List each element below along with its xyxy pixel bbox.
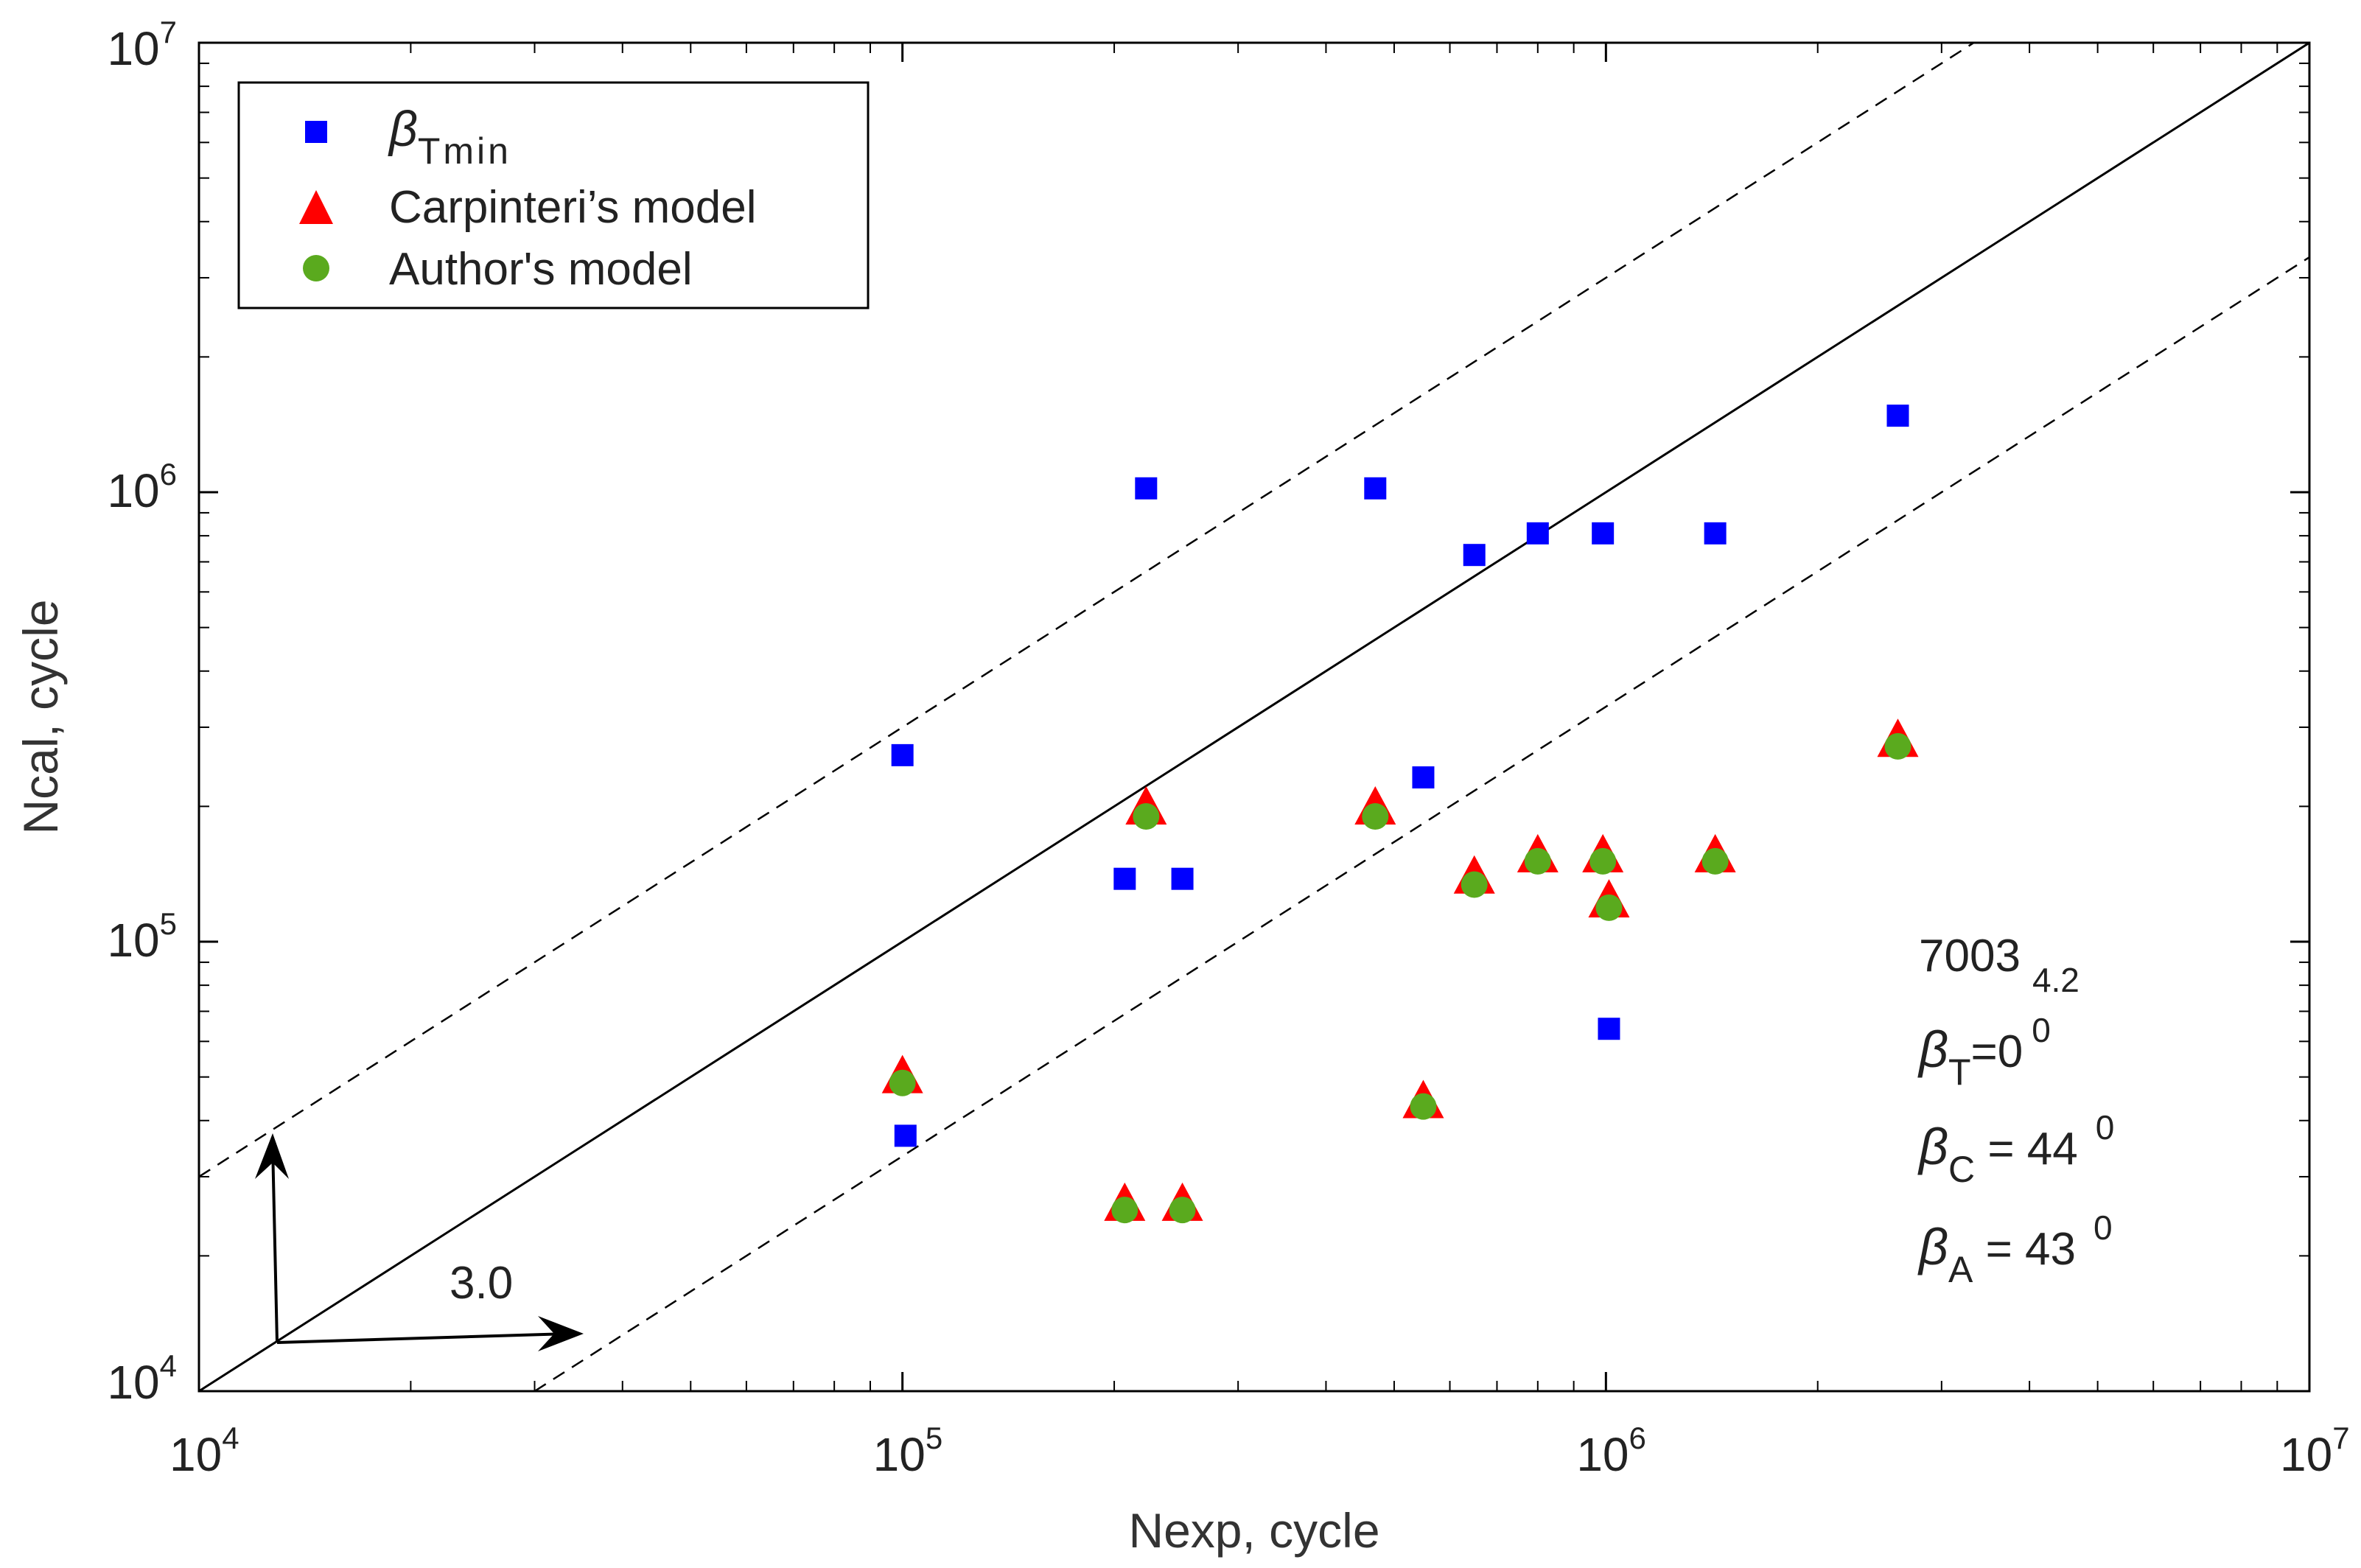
legend-label-author: Author's model bbox=[389, 244, 693, 295]
series-0 bbox=[891, 405, 1909, 1147]
y-axis-label: Ncal, cycle bbox=[13, 599, 68, 834]
data-point-circle bbox=[1111, 1197, 1138, 1224]
data-point-square bbox=[1364, 477, 1387, 500]
data-point-square bbox=[894, 1124, 917, 1147]
horizontal-arrow-shaft bbox=[276, 1332, 570, 1344]
data-point-square bbox=[891, 743, 914, 766]
lower-scatter-band-line bbox=[534, 256, 2310, 1393]
data-point-circle bbox=[889, 1069, 916, 1096]
y-tick-label: 105 bbox=[107, 906, 177, 967]
vertical-arrow-head bbox=[255, 1133, 289, 1179]
x-tick-label: 105 bbox=[873, 1421, 943, 1481]
data-point-circle bbox=[1595, 894, 1623, 921]
annotation-block: 7003 4.2 βT=0 0 βC = 44 0 βA = 43 0 bbox=[1917, 931, 2114, 1290]
legend-marker-author bbox=[303, 255, 329, 281]
data-points bbox=[881, 405, 1919, 1224]
data-point-circle bbox=[1362, 802, 1389, 830]
x-tick-label: 104 bbox=[169, 1421, 239, 1481]
data-point-square bbox=[1113, 867, 1136, 890]
legend: βTmin Carpinteri’s model Author's model bbox=[237, 81, 870, 309]
data-point-circle bbox=[1701, 847, 1729, 875]
minor-ticks bbox=[199, 43, 2309, 1391]
annotation-betaA: βA = 43 0 bbox=[1917, 1208, 2113, 1290]
plot-frame bbox=[197, 41, 2311, 1393]
series-2 bbox=[889, 732, 1911, 1224]
data-point-circle bbox=[1169, 1197, 1196, 1224]
data-point-circle bbox=[1589, 847, 1617, 875]
x-axis-label: Nexp, cycle bbox=[1128, 1503, 1379, 1558]
data-point-circle bbox=[1884, 732, 1911, 760]
legend-marker-betaTmin bbox=[305, 121, 327, 143]
annotation-betaC: βC = 44 0 bbox=[1917, 1108, 2114, 1190]
tick-labels: 104 104 105 105 106 106 107 107 bbox=[107, 15, 2349, 1481]
data-point-square bbox=[1171, 867, 1194, 890]
x-tick-label: 107 bbox=[2280, 1421, 2350, 1481]
perfect-agreement-line bbox=[198, 41, 2310, 1393]
data-point-circle bbox=[1524, 847, 1551, 875]
x-tick-label: 106 bbox=[1576, 1421, 1646, 1481]
data-point-square bbox=[1135, 477, 1158, 500]
legend-box bbox=[237, 81, 870, 309]
data-point-square bbox=[1526, 522, 1549, 545]
legend-beta-symbol: β bbox=[388, 101, 418, 157]
major-ticks bbox=[197, 41, 2311, 1393]
data-point-circle bbox=[1133, 802, 1160, 830]
data-point-square bbox=[1886, 405, 1909, 427]
data-point-square bbox=[1412, 766, 1435, 789]
scatter-band-arrows: 3.0 bbox=[255, 1133, 584, 1351]
vertical-arrow-shaft bbox=[271, 1145, 279, 1343]
data-point-square bbox=[1463, 544, 1486, 567]
data-point-circle bbox=[1410, 1093, 1437, 1120]
annotation-betaT: βT=0 0 bbox=[1917, 1011, 2051, 1093]
annotation-material: 7003 4.2 bbox=[1919, 931, 2080, 999]
horizontal-arrow-head bbox=[538, 1316, 584, 1351]
data-point-circle bbox=[1461, 871, 1488, 898]
y-tick-label: 107 bbox=[107, 15, 177, 75]
data-point-square bbox=[1704, 522, 1727, 545]
legend-marker-carpinteri bbox=[299, 190, 333, 224]
legend-label-betaTmin: βTmin bbox=[388, 101, 511, 172]
y-tick-label: 106 bbox=[107, 457, 177, 517]
y-tick-label: 104 bbox=[107, 1348, 177, 1409]
reference-lines bbox=[198, 41, 2310, 1393]
data-point-square bbox=[1598, 1018, 1620, 1040]
legend-beta-subscript: Tmin bbox=[418, 130, 511, 172]
scatter-band-label: 3.0 bbox=[450, 1258, 513, 1309]
upper-scatter-band-line bbox=[198, 41, 1975, 1178]
legend-label-carpinteri: Carpinteri’s model bbox=[389, 182, 757, 233]
series-1 bbox=[881, 718, 1919, 1221]
data-point-square bbox=[1592, 522, 1615, 545]
